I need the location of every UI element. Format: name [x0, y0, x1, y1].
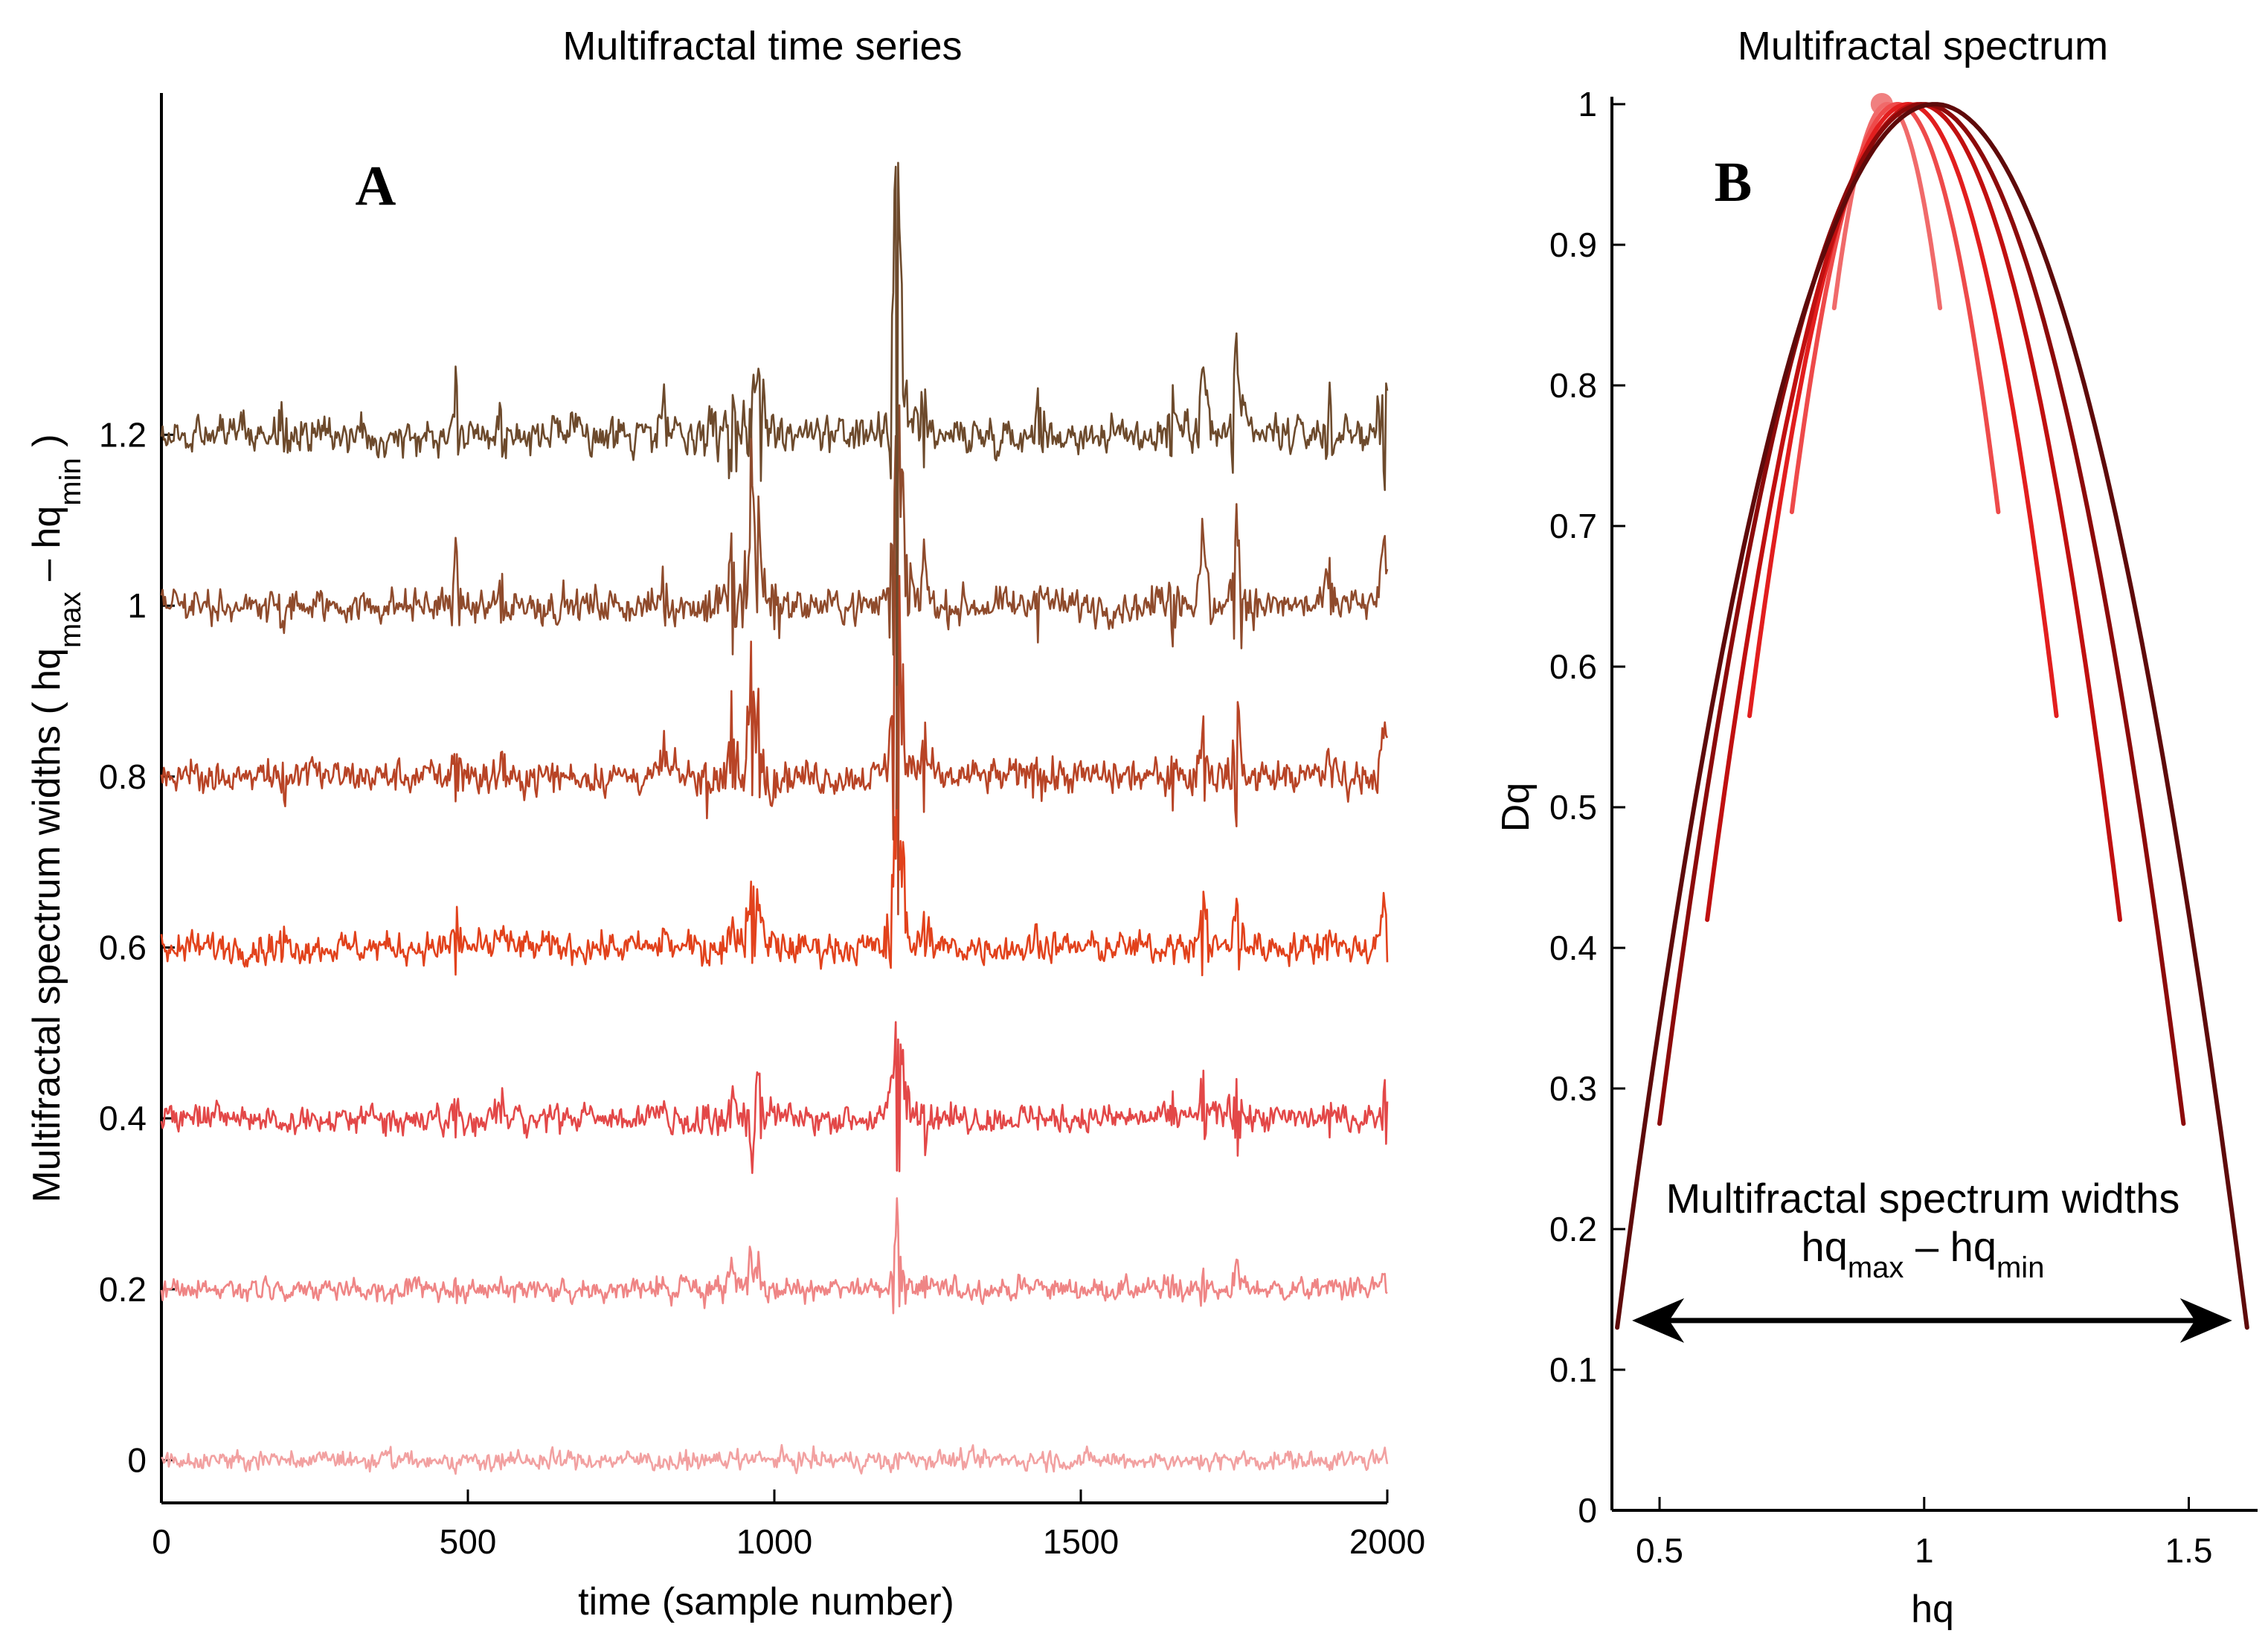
panel-b-label: B: [1715, 151, 1753, 214]
plot-layer: 0 500 1000 1500 2000 0 0.2 0.4 0.6 0.8 1 1.2 0.5 1 1.5…: [99, 85, 2258, 1570]
panel-b-y-tick-label: 0.3: [1549, 1069, 1597, 1108]
panel-b-y-tick-label: 1: [1578, 85, 1597, 124]
panel-a-series-line: [160, 729, 1389, 977]
panel-a-ylabel-sub-min: min: [54, 458, 87, 505]
width-annotation-line1: Multifractal spectrum widths: [1666, 1175, 2180, 1222]
panel-a-ylabel: Multifractal spectrum widths ( hqmax – h…: [25, 434, 87, 1202]
panel-a-y-tick-label: 0.6: [99, 928, 147, 966]
panel-a-y-tick-label: 1.2: [99, 415, 147, 454]
panel-b-y-tick-label: 0.4: [1549, 929, 1597, 967]
panel-a-x-tick-label: 0: [152, 1522, 171, 1561]
panel-b-x-tick-label: 0.5: [1636, 1531, 1683, 1570]
width-arrow-right-head: [2179, 1298, 2232, 1343]
width-annotation-hq: hq: [1802, 1223, 1848, 1270]
panel-b-y-tick-label: 0.8: [1549, 366, 1597, 405]
width-annotation-dash: – hq: [1904, 1223, 1996, 1270]
panel-a-y-tick-label: 0.8: [99, 757, 147, 796]
panel-a-label: A: [356, 155, 396, 217]
panel-a-x-tick-label: 500: [440, 1522, 497, 1561]
panel-b-spectrum-curve: [1657, 102, 2186, 1126]
panel-b-y-tick-label: 0.2: [1549, 1210, 1597, 1248]
panel-b-title: Multifractal spectrum: [1738, 24, 2108, 68]
panel-a-y-tick-label: 1: [127, 586, 147, 625]
panel-b-ylabel: Dq: [1494, 783, 1538, 832]
panel-b-x-tick-label: 1.5: [2165, 1531, 2213, 1570]
panel-a-series-line: [160, 161, 1389, 686]
panel-a-ylabel-sub-max: max: [54, 591, 87, 648]
panel-b-y-tick-label: 0.9: [1549, 225, 1597, 264]
panel-a-xlabel: time (sample number): [578, 1580, 954, 1623]
panel-b-spectrum-curve: [1615, 102, 2249, 1330]
width-annotation-sub-max: max: [1848, 1251, 1904, 1284]
panel-b-y-tick-label: 0.7: [1549, 507, 1597, 545]
panel-a-series-line: [160, 469, 1389, 916]
panel-a-series-line: [160, 1197, 1388, 1315]
panel-a-ylabel-middle: – hq: [25, 506, 68, 592]
panel-a-y-tick-label: 0.2: [99, 1270, 147, 1309]
panel-b-y-tick-label: 0.6: [1549, 647, 1597, 686]
panel-a-ylabel-main: Multifractal spectrum widths ( hq: [25, 648, 68, 1203]
width-arrow-left-head: [1632, 1298, 1685, 1343]
panel-b-spectrum-curve: [1747, 101, 2059, 719]
panel-a-x-tick-label: 1500: [1043, 1522, 1119, 1561]
panel-b-x-tick-label: 1: [1915, 1531, 1934, 1570]
width-annotation-sub-min: min: [1996, 1251, 2044, 1284]
panel-a-y-tick-label: 0: [127, 1441, 147, 1480]
panel-b-xlabel: hq: [1911, 1588, 1954, 1631]
panel-a-y-tick-label: 0.4: [99, 1099, 147, 1138]
panel-b-spectrum-curve: [1705, 102, 2122, 923]
panel-a-x-tick-label: 2000: [1349, 1522, 1425, 1561]
panel-a-series-line: [160, 404, 1389, 809]
panel-a-title: Multifractal time series: [562, 24, 962, 68]
panel-b-spectrum-curve: [1789, 102, 2001, 515]
width-annotation-line2: hqmax – hqmin: [1802, 1223, 2045, 1284]
panel-b-y-tick-label: 0.1: [1549, 1350, 1597, 1389]
panel-a-ylabel-end: ): [25, 434, 68, 458]
panel-b-y-tick-label: 0: [1578, 1491, 1597, 1530]
panel-a-x-tick-label: 1000: [736, 1522, 812, 1561]
panel-b-y-tick-label: 0.5: [1549, 788, 1597, 827]
panel-a-series-line: [161, 1443, 1389, 1475]
panel-b-spectrum-curve: [1831, 101, 1943, 310]
panel-a-series-line: [160, 1021, 1389, 1174]
